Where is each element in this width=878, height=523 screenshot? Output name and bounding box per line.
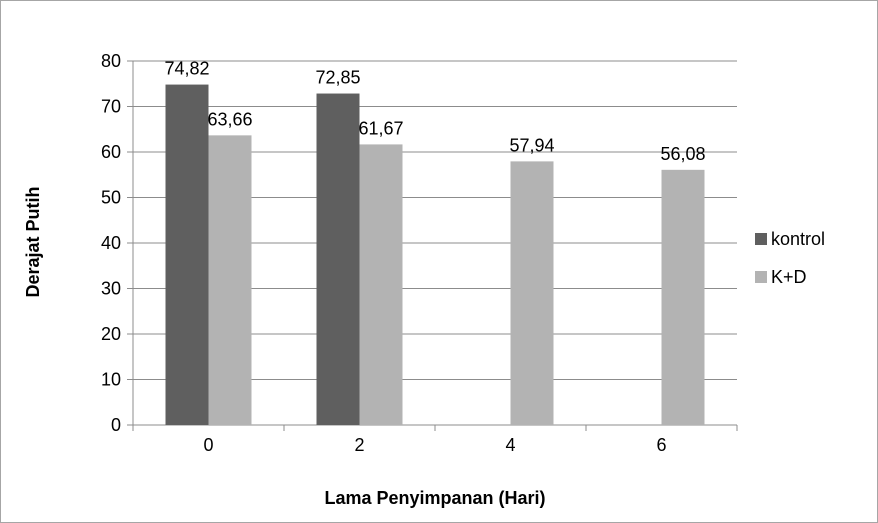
bar-k-d [661,169,705,425]
y-tick-label: 0 [111,415,121,435]
y-axis-title: Derajat Putih [23,186,43,297]
bars [165,84,705,426]
bar-k-d [208,135,252,426]
legend-swatch [755,233,767,245]
x-tick-label: 6 [656,435,666,455]
y-tick-label: 40 [101,233,121,253]
x-tick-label: 0 [203,435,213,455]
y-tick-label: 30 [101,279,121,299]
data-label: 61,67 [358,118,403,138]
bar-kontrol [165,84,209,425]
x-tick-label: 4 [505,435,515,455]
x-axis: 0 2 4 6 [132,424,738,455]
data-label: 57,94 [509,135,554,155]
x-tick-label: 2 [354,435,364,455]
data-labels: 74,82 72,85 63,66 61,67 57,94 56,08 [164,59,705,164]
bar-kontrol [316,93,360,425]
y-tick-label: 60 [101,142,121,162]
data-label: 63,66 [207,109,252,129]
y-tick-label: 80 [101,51,121,71]
y-axis: 0 10 20 30 40 50 60 70 80 [101,51,134,435]
legend: kontrol K+D [755,229,825,287]
legend-swatch [755,271,767,283]
bar-k-d [510,161,554,426]
legend-label: kontrol [771,229,825,249]
legend-label: K+D [771,267,807,287]
y-tick-label: 70 [101,97,121,117]
data-label: 74,82 [164,59,209,79]
y-tick-label: 50 [101,188,121,208]
x-axis-title: Lama Penyimpanan (Hari) [324,488,545,508]
data-label: 56,08 [660,144,705,164]
y-tick-label: 20 [101,324,121,344]
bar-k-d [359,144,403,426]
data-label: 72,85 [315,68,360,88]
y-tick-label: 10 [101,370,121,390]
